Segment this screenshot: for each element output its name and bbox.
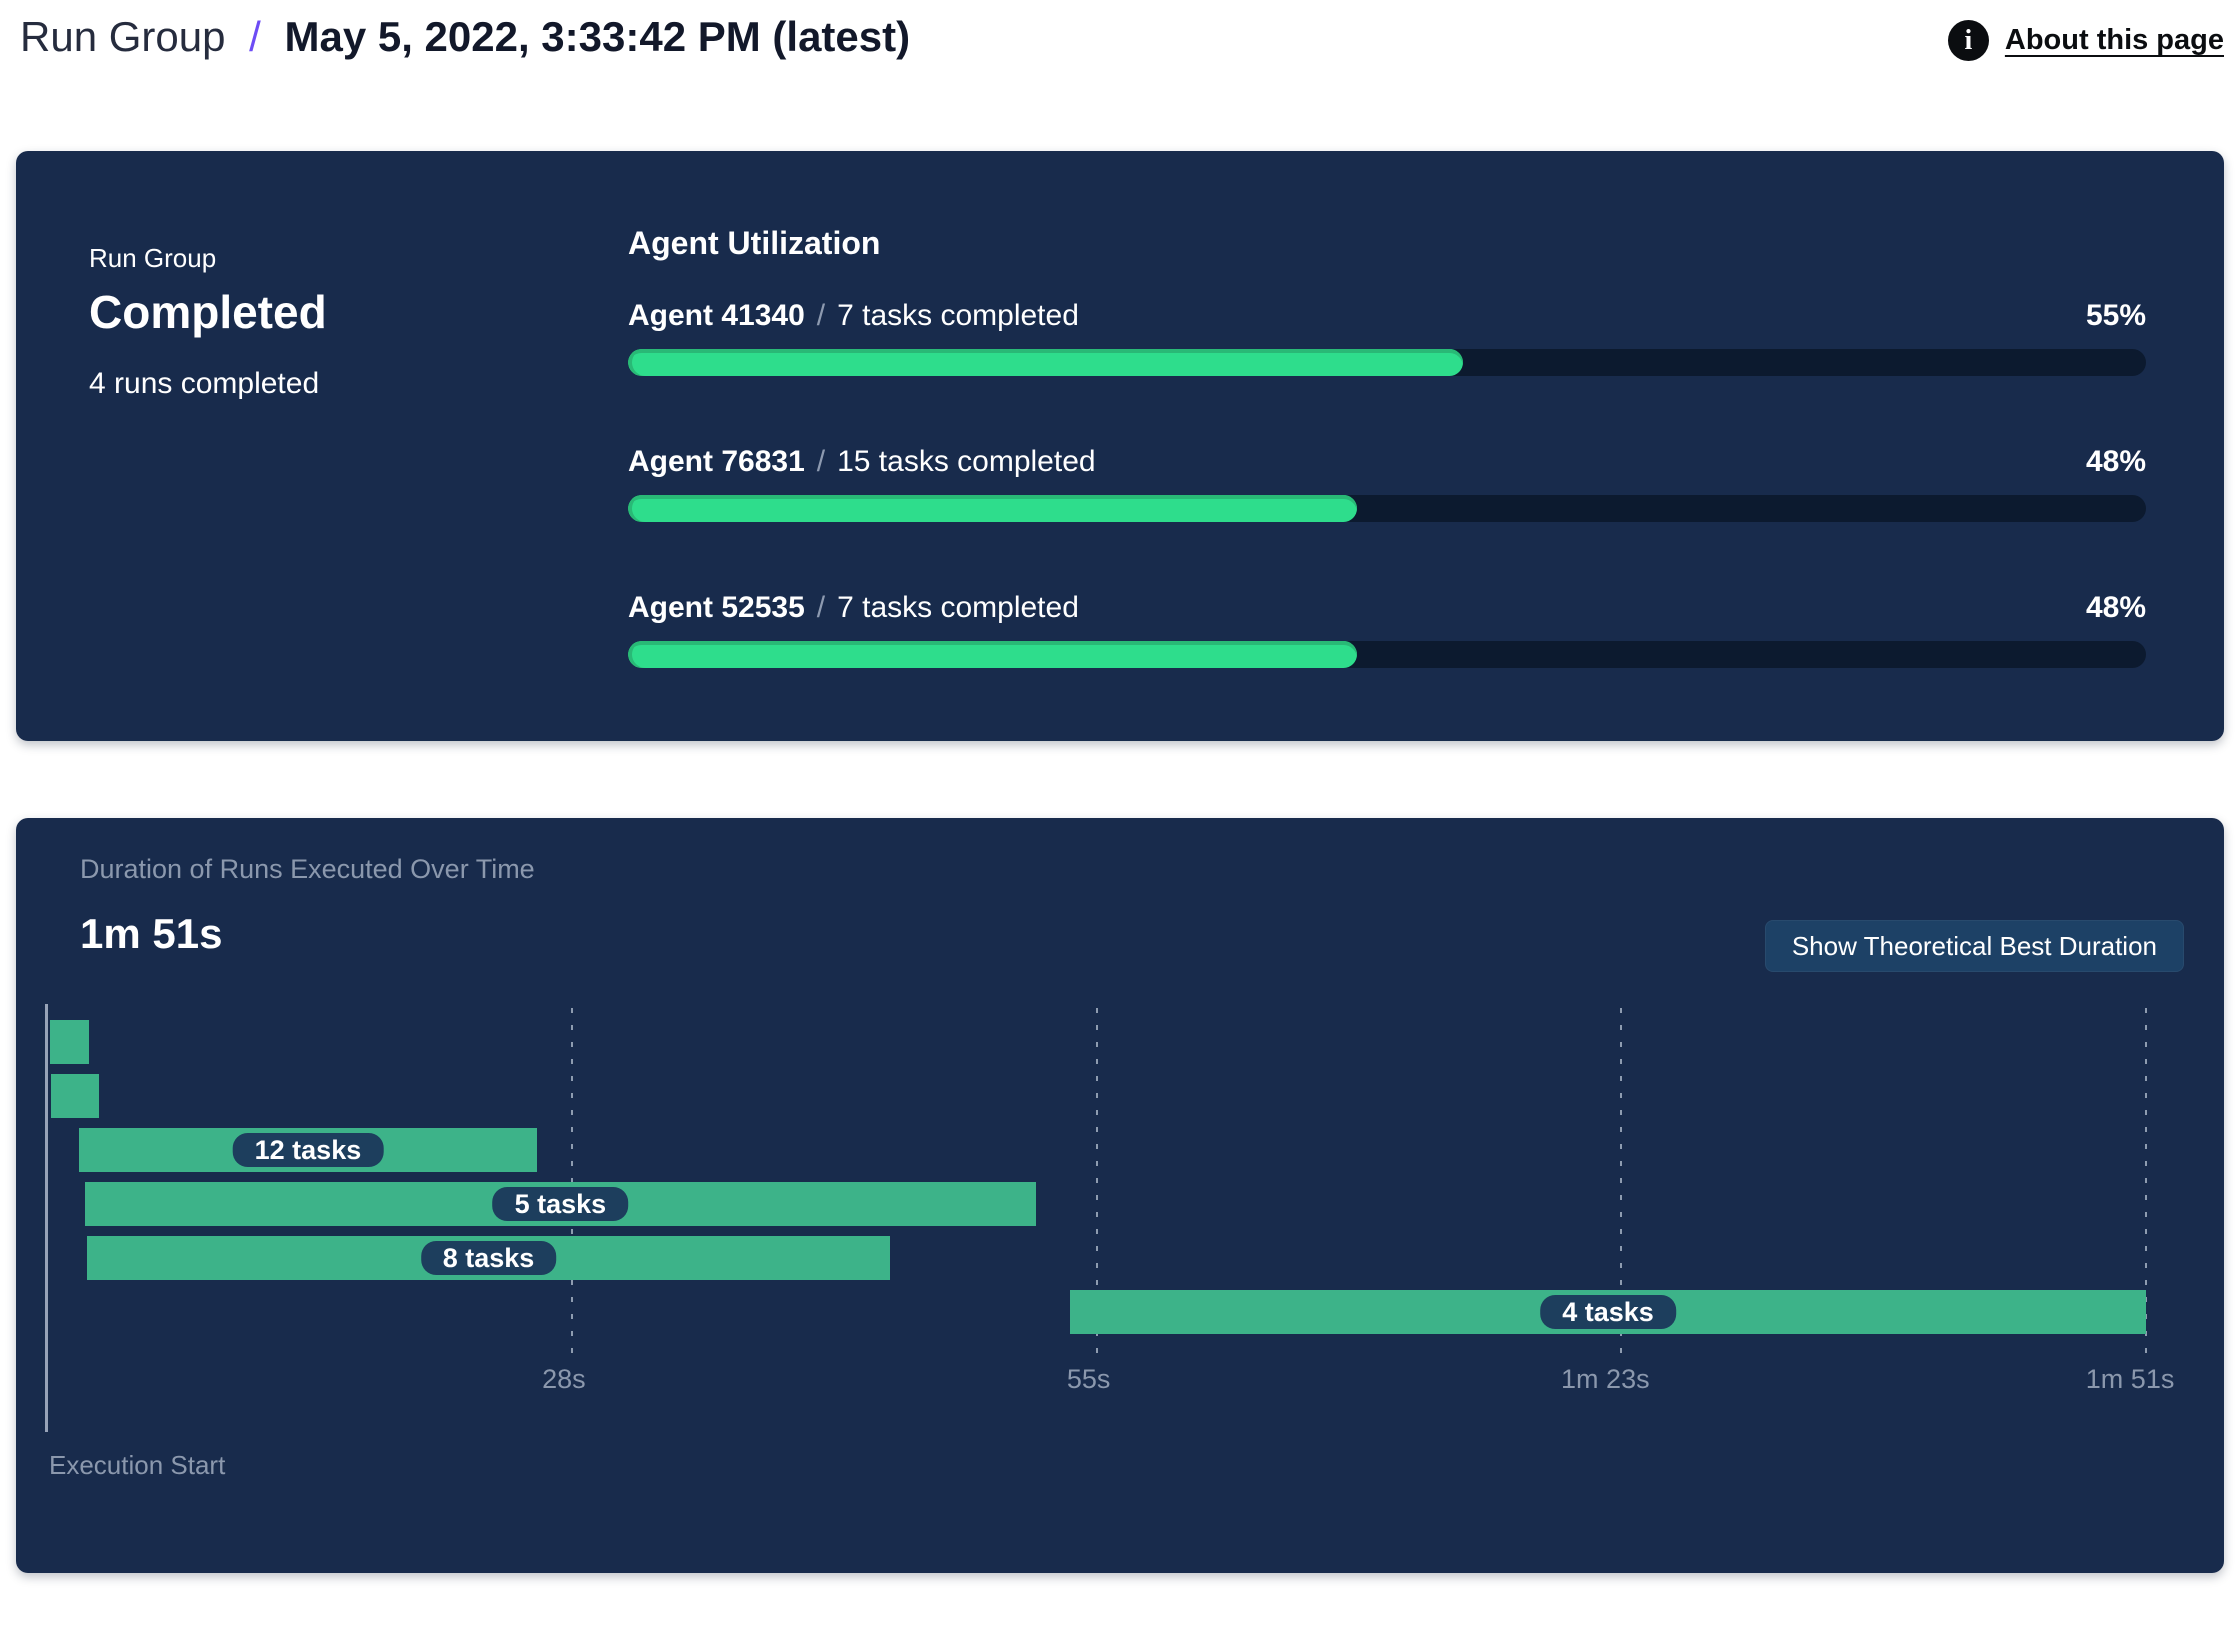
agent-label-line: Agent 52535 / 7 tasks completed 48% (628, 589, 2146, 627)
utilization-progress-fill (628, 349, 1463, 376)
agent-utilization-percent: 48% (2085, 591, 2146, 624)
gantt-run-bar[interactable]: 5 tasks (84, 1182, 1036, 1226)
agent-label-line: Agent 76831 / 15 tasks completed 48% (628, 443, 2146, 481)
agent-name: Agent 76831 (628, 445, 805, 478)
about-this-page[interactable]: i About this page (1947, 20, 2224, 61)
breadcrumb: Run Group / May 5, 2022, 3:33:42 PM (lat… (20, 8, 910, 66)
task-count-pill: 8 tasks (420, 1241, 557, 1275)
time-gridline (1620, 1008, 1623, 1362)
utilization-progress-fill (628, 495, 1357, 522)
utilization-progress-track (628, 641, 2146, 668)
task-count-pill: 12 tasks (232, 1133, 384, 1167)
task-count-pill: 5 tasks (492, 1187, 629, 1221)
duration-chart-title: Duration of Runs Executed Over Time (80, 854, 535, 884)
gantt-run-bar[interactable]: 4 tasks (1070, 1290, 2146, 1334)
agent-label-line: Agent 41340 / 7 tasks completed 55% (628, 297, 2146, 335)
runs-completed-count: 4 runs completed (89, 367, 320, 400)
page-header: Run Group / May 5, 2022, 3:33:42 PM (lat… (20, 8, 2224, 66)
time-tick-label: 1m 51s (2085, 1364, 2175, 1394)
time-gridline (2145, 1008, 2147, 1362)
time-tick-label: 28s (542, 1364, 586, 1394)
agent-tasks-completed: 7 tasks completed (837, 591, 1079, 624)
task-count-pill: 4 tasks (1540, 1295, 1676, 1329)
gantt-run-bar[interactable] (49, 1020, 89, 1064)
time-gridline (1095, 1008, 1098, 1362)
agent-utilization-row: Agent 76831 / 15 tasks completed 48% (628, 443, 2146, 522)
utilization-progress-track (628, 349, 2146, 376)
execution-start-axis-line (45, 1004, 48, 1432)
agent-name: Agent 52535 (628, 591, 805, 624)
agent-separator: / (816, 445, 826, 478)
gantt-run-bar[interactable]: 8 tasks (86, 1236, 891, 1280)
page-title: May 5, 2022, 3:33:42 PM (latest) (284, 13, 911, 60)
about-this-page-link[interactable]: About this page (2004, 24, 2224, 56)
agent-separator: / (816, 299, 826, 332)
execution-start-label: Execution Start (49, 1450, 226, 1480)
agent-name: Agent 41340 (628, 299, 805, 332)
duration-panel: Duration of Runs Executed Over Time 1m 5… (16, 818, 2224, 1573)
agent-utilization-title: Agent Utilization (628, 225, 881, 261)
show-theoretical-best-duration-button[interactable]: Show Theoretical Best Duration (1764, 920, 2184, 972)
info-icon[interactable]: i (1947, 20, 1989, 61)
total-duration-value: 1m 51s (80, 910, 223, 957)
breadcrumb-run-group[interactable]: Run Group (20, 13, 226, 60)
gantt-run-bar[interactable]: 12 tasks (79, 1128, 537, 1172)
agent-utilization-row: Agent 52535 / 7 tasks completed 48% (628, 589, 2146, 668)
utilization-progress-fill (628, 641, 1357, 668)
time-tick-label: 55s (1066, 1364, 1111, 1394)
agent-tasks-completed: 15 tasks completed (837, 445, 1096, 478)
run-group-status: Completed (89, 286, 327, 338)
run-group-summary-panel: Run Group Completed 4 runs completed Age… (16, 151, 2224, 741)
agent-utilization-percent: 48% (2085, 445, 2146, 478)
breadcrumb-separator: / (249, 13, 261, 60)
agent-utilization-percent: 55% (2085, 299, 2146, 332)
time-tick-label: 1m 23s (1561, 1364, 1650, 1394)
agent-utilization-row: Agent 41340 / 7 tasks completed 55% (628, 297, 2146, 376)
gantt-run-bar[interactable] (50, 1074, 99, 1118)
utilization-progress-track (628, 495, 2146, 522)
agent-tasks-completed: 7 tasks completed (837, 299, 1079, 332)
agent-separator: / (816, 591, 826, 624)
gantt-chart: 28s 55s 1m 23s 1m 51s Execution Start 12… (45, 1004, 2174, 1480)
run-group-kicker: Run Group (89, 243, 217, 273)
